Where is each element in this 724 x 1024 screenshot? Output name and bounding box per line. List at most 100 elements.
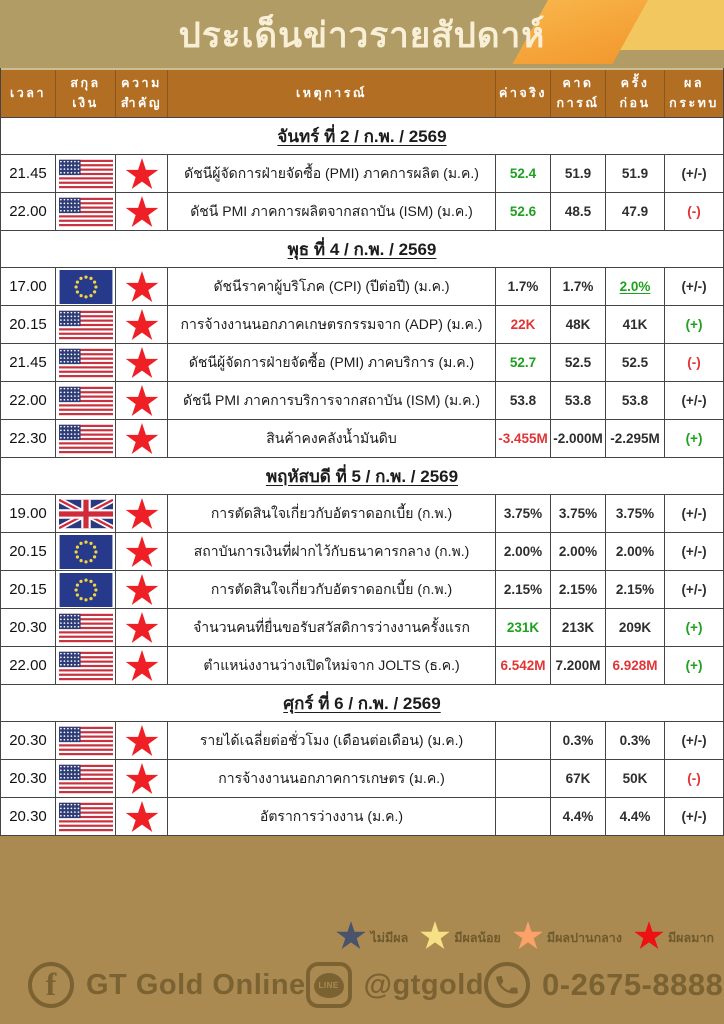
importance-cell [116,533,168,570]
impact-cell: (+) [685,317,703,332]
day-title: จันทร์ ที่ 2 / ก.พ. / 2569 [277,126,447,146]
event-cell: การจ้างงานนอกภาคเกษตรกรรมจาก (ADP) (ม.ค.… [168,306,496,343]
importance-star-icon [125,422,159,455]
actual-cell: 3.75% [496,495,551,532]
importance-star-icon [125,384,159,417]
legend-item-low: มีผลน้อย [420,921,501,950]
importance-star-icon [125,535,159,568]
forecast-cell: 52.5 [551,344,606,381]
importance-cell [116,609,168,646]
currency-cell [56,760,116,797]
col-header-impact: ผล กระทบ [669,76,719,110]
previous-cell: 4.4% [606,798,665,835]
event-row: 22.00 ตำแหน่งงานว่างเปิดใหม่จาก JOLTS (ธ.… [1,647,723,685]
importance-cell [116,155,168,192]
previous-cell: 50K [606,760,665,797]
importance-star-icon [125,308,159,341]
importance-cell [116,344,168,381]
col-header-forecast: คาด การณ์ [551,70,606,117]
event-cell: การตัดสินใจเกี่ยวกับอัตราดอกเบี้ย (ก.พ.) [168,571,496,608]
importance-cell [116,722,168,759]
facebook-icon: f [28,962,74,1008]
day-header-row: ศุกร์ ที่ 6 / ก.พ. / 2569 [1,685,723,722]
event-row: 21.45 ดัชนีผู้จัดการฝ่ายจัดซื้อ (PMI) ภาค… [1,344,723,382]
col-header-importance: ความ สำคัญ [116,70,168,117]
previous-cell: 209K [606,609,665,646]
event-cell: สินค้าคงคลังน้ำมันดิบ [168,420,496,457]
event-cell: ดัชนี PMI ภาคการบริการจากสถาบัน (ISM) (ม… [168,382,496,419]
line-icon: LINE [305,962,352,1008]
previous-cell: 2.0% [606,268,665,305]
previous-cell: 51.9 [606,155,665,192]
importance-star-icon [125,762,159,795]
footer: ไม่มีผล มีผลน้อย มีผลปานกลาง มีผลมาก f GT G… [0,836,724,1024]
day-title: พุธ ที่ 4 / ก.พ. / 2569 [287,239,437,259]
event-cell: ตำแหน่งงานว่างเปิดใหม่จาก JOLTS (ธ.ค.) [168,647,496,684]
legend-star-high-icon [634,921,664,950]
forecast-cell: 2.00% [551,533,606,570]
currency-cell [56,533,116,570]
currency-cell [56,647,116,684]
impact-cell: (-) [687,355,701,370]
importance-cell [116,760,168,797]
actual-cell: 53.8 [496,382,551,419]
actual-cell: 52.7 [496,344,551,381]
actual-cell [496,760,551,797]
col-header-actual: ค่าจริง [496,70,551,117]
time-cell: 20.15 [1,306,56,343]
impact-cell: (+/-) [681,279,707,294]
previous-cell: 0.3% [606,722,665,759]
forecast-cell: 67K [551,760,606,797]
impact-cell: (-) [687,771,701,786]
time-cell: 21.45 [1,155,56,192]
event-cell: รายได้เฉลี่ยต่อชั่วโมง (เดือนต่อเดือน) (… [168,722,496,759]
previous-cell: 2.00% [606,533,665,570]
page-title: ประเด็นข่าวรายสัปดาห์ [178,16,546,55]
importance-star-icon [125,346,159,379]
phone-number: 0-2675-8888 [542,967,724,1002]
event-row: 17.00 ดัชนีราคาผู้บริโภค (CPI) (ปีต่อปี) … [1,268,723,306]
forecast-cell: 51.9 [551,155,606,192]
currency-cell [56,344,116,381]
actual-cell: 6.542M [496,647,551,684]
legend-label: มีผลมาก [667,931,714,945]
impact-legend: ไม่มีผล มีผลน้อย มีผลปานกลาง มีผลมาก [0,921,724,950]
importance-cell [116,571,168,608]
time-cell: 21.45 [1,344,56,381]
forecast-cell: 48.5 [551,193,606,230]
actual-cell [496,798,551,835]
time-cell: 20.30 [1,798,56,835]
event-row: 20.30 จำนวนคนที่ยื่นขอรับสวัสดิการว่างงาน… [1,609,723,647]
event-cell: การจ้างงานนอกภาคการเกษตร (ม.ค.) [168,760,496,797]
us-flag-icon [58,424,113,454]
event-cell: ดัชนี PMI ภาคการผลิตจากสถาบัน (ISM) (ม.ค… [168,193,496,230]
time-cell: 17.00 [1,268,56,305]
previous-cell: 6.928M [606,647,665,684]
currency-cell [56,609,116,646]
forecast-cell: 4.4% [551,798,606,835]
importance-star-icon [125,195,159,228]
time-cell: 22.00 [1,382,56,419]
eu-flag-icon [59,572,113,607]
legend-label: ไม่มีผล [370,931,409,945]
line-bubble: LINE [313,972,344,998]
importance-cell [116,798,168,835]
event-cell: การตัดสินใจเกี่ยวกับอัตราดอกเบี้ย (ก.พ.) [168,495,496,532]
eu-flag-icon [59,534,113,569]
us-flag-icon [58,802,113,832]
table-body: จันทร์ ที่ 2 / ก.พ. / 2569 21.45 ดัชนีผู้จ… [1,118,723,836]
impact-cell: (+) [685,431,703,446]
previous-cell: 52.5 [606,344,665,381]
importance-star-icon [125,573,159,606]
forecast-cell: -2.000M [551,420,606,457]
actual-cell: 2.15% [496,571,551,608]
actual-cell: 2.00% [496,533,551,570]
facebook-contact: f GT Gold Online [28,962,306,1008]
us-flag-icon [58,386,113,416]
time-cell: 20.30 [1,760,56,797]
importance-cell [116,268,168,305]
col-header-time: เวลา [1,70,56,117]
previous-cell: 2.15% [606,571,665,608]
importance-cell [116,420,168,457]
